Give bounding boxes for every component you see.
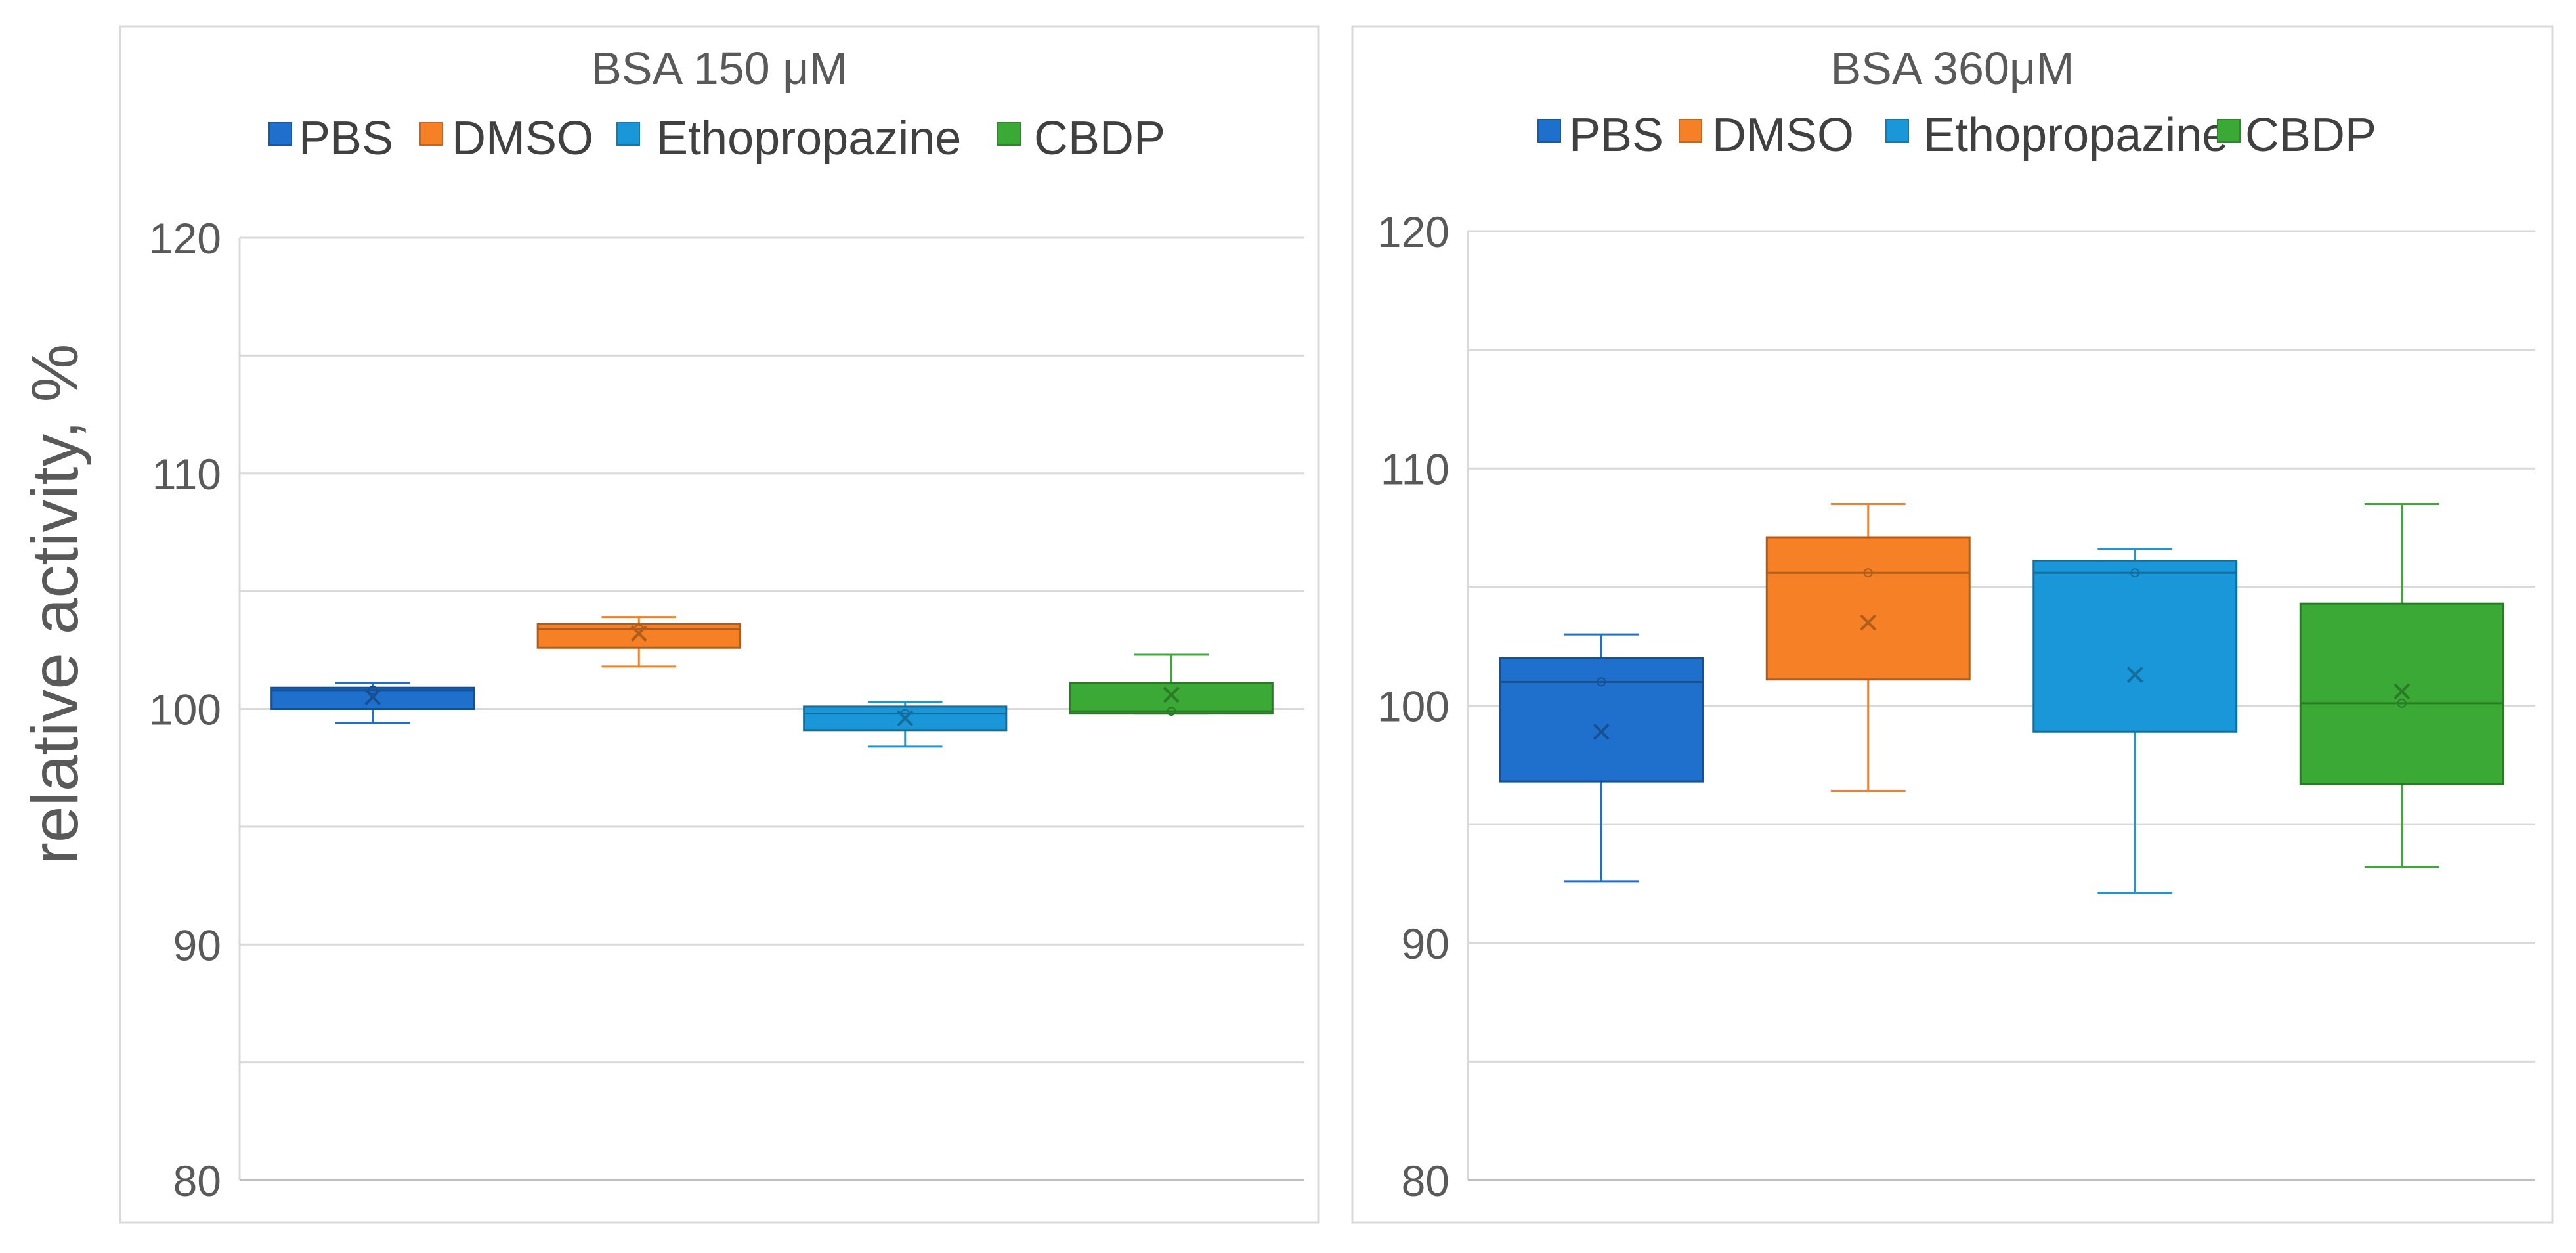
mean-marker <box>2394 683 2411 700</box>
box-dmso <box>536 616 741 668</box>
y-tick-label: 100 <box>149 686 221 734</box>
box-ethopropazine <box>803 701 1008 748</box>
y-tick-label: 100 <box>1377 682 1449 731</box>
legend-swatch-pbs <box>1537 119 1561 143</box>
box-pbs <box>1499 633 1704 883</box>
box-body <box>2299 602 2504 785</box>
legend-label-dmso: DMSO <box>1712 109 1854 162</box>
legend-label-cbdp: CBDP <box>2245 109 2376 162</box>
mean-marker <box>897 710 914 727</box>
mean-marker <box>630 625 647 642</box>
box-body <box>536 623 741 649</box>
box-dmso <box>1765 502 1971 793</box>
mean-marker <box>2126 667 2143 683</box>
median-marker <box>368 685 377 695</box>
box-body <box>1765 536 1971 681</box>
mean-marker <box>364 689 381 705</box>
legend-swatch-dmso <box>419 122 443 146</box>
box-body <box>1499 657 1704 783</box>
mean-marker <box>1163 686 1180 703</box>
legend-swatch-dmso <box>1679 119 1702 143</box>
legend-swatch-cbdp <box>997 122 1021 146</box>
y-tick-label: 110 <box>152 450 221 498</box>
legend-label-ethopropazine: Ethopropazine <box>1923 109 2228 162</box>
chart-panel-2: BSA 360μM PBS DMSO Ethopropazine CBDP 80 90 100… <box>1351 25 2554 1224</box>
chart-title: BSA 150 μM <box>591 43 848 94</box>
y-tick-label: 120 <box>149 214 221 263</box>
box-cbdp <box>1069 653 1274 716</box>
y-tick-label: 90 <box>173 921 221 969</box>
y-tick-label: 90 <box>1402 919 1449 968</box>
median-marker <box>1863 568 1873 578</box>
legend-label-pbs: PBS <box>299 112 393 165</box>
legend-swatch-pbs <box>268 122 292 146</box>
mean-marker <box>1593 723 1610 740</box>
mean-marker <box>1860 614 1877 631</box>
box-cbdp <box>2299 502 2504 868</box>
chart-title: BSA 360μM <box>1830 43 2074 94</box>
box-pbs <box>270 682 475 724</box>
y-tick-label: 80 <box>1402 1156 1449 1205</box>
median-marker <box>1167 707 1176 716</box>
legend-label-ethopropazine: Ethopropazine <box>656 112 961 165</box>
y-tick-label: 80 <box>173 1156 221 1205</box>
legend-label-dmso: DMSO <box>452 112 593 165</box>
box-body <box>1069 682 1274 715</box>
legend-swatch-ethopropazine <box>616 122 640 146</box>
legend-label-cbdp: CBDP <box>1034 112 1165 165</box>
chart-panel-1: BSA 150 μM PBS DMSO Ethopropazine CBDP 80 90 10… <box>119 25 1320 1224</box>
y-axis-title: relative activity, % <box>18 344 92 865</box>
box-ethopropazine <box>2032 548 2238 894</box>
box-body <box>2032 560 2238 733</box>
median-marker <box>2130 568 2140 578</box>
chart-panels: BSA 150 μM PBS DMSO Ethopropazine CBDP 80 90 10… <box>119 25 2554 1224</box>
legend-swatch-ethopropazine <box>1885 119 1909 143</box>
legend-label-pbs: PBS <box>1569 109 1664 162</box>
y-tick-label: 120 <box>1377 208 1449 256</box>
y-tick-label: 110 <box>1381 445 1449 493</box>
median-marker <box>1597 677 1606 687</box>
legend-swatch-cbdp <box>2217 119 2241 143</box>
median-marker <box>2397 698 2407 708</box>
